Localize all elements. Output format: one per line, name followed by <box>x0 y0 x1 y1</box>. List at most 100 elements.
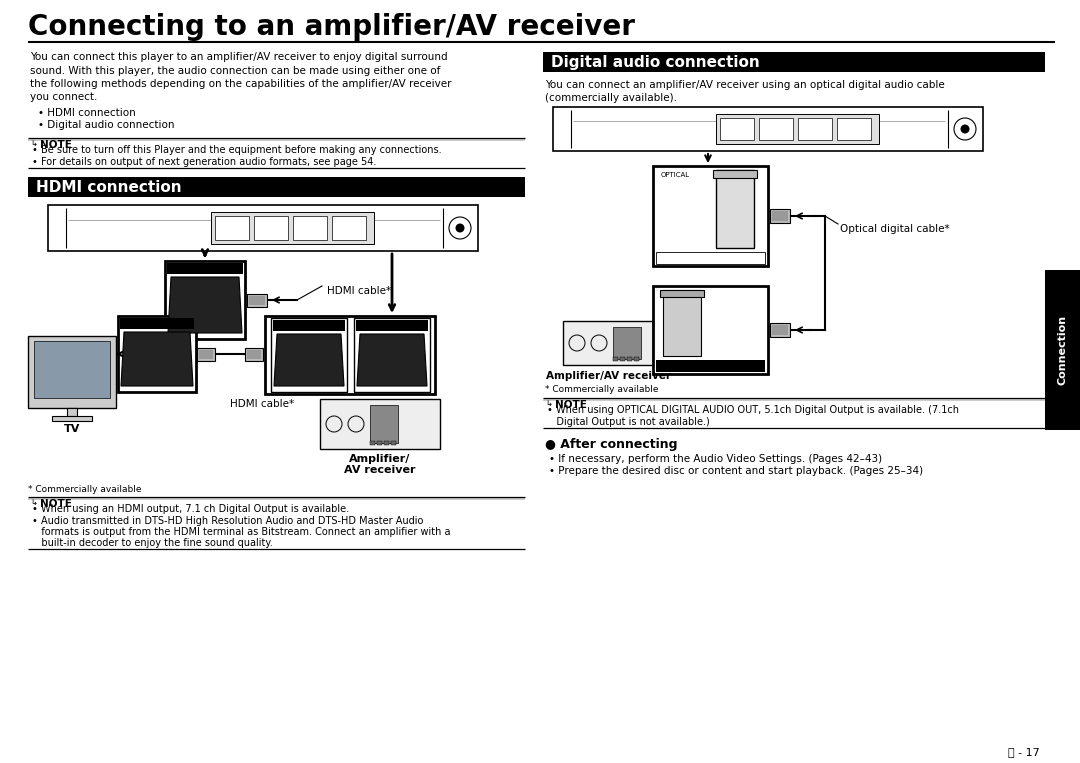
Bar <box>837 118 870 140</box>
Text: HDMI cable*: HDMI cable* <box>230 399 294 409</box>
Text: NOTE: NOTE <box>40 140 72 150</box>
Bar <box>28 177 525 197</box>
Bar <box>356 320 428 331</box>
Bar <box>713 170 757 178</box>
Polygon shape <box>168 277 242 333</box>
Text: AV receiver: AV receiver <box>345 465 416 475</box>
Text: TV: TV <box>64 424 80 434</box>
Bar <box>543 52 1045 72</box>
Bar <box>48 205 478 251</box>
Bar <box>165 261 245 339</box>
Text: Amplifier/AV receiver: Amplifier/AV receiver <box>545 371 671 381</box>
Text: DIGITAL AUDIO OUT: DIGITAL AUDIO OUT <box>678 253 741 258</box>
Text: ↳: ↳ <box>545 400 552 409</box>
Bar <box>293 216 327 240</box>
Bar <box>772 211 788 221</box>
Bar <box>28 336 116 408</box>
Text: * Commercially available: * Commercially available <box>545 385 659 394</box>
Text: the following methods depending on the capabilities of the amplifier/AV receiver: the following methods depending on the c… <box>30 79 451 89</box>
Text: • Audio transmitted in DTS-HD High Resolution Audio and DTS-HD Master Audio: • Audio transmitted in DTS-HD High Resol… <box>32 516 423 526</box>
Polygon shape <box>357 334 427 386</box>
Text: HDMI cable*: HDMI cable* <box>327 286 391 296</box>
Bar <box>211 212 374 244</box>
Text: (commercially available).: (commercially available). <box>545 93 677 103</box>
Text: sound. With this player, the audio connection can be made using either one of: sound. With this player, the audio conne… <box>30 66 441 76</box>
Text: ⓔ - 17: ⓔ - 17 <box>1009 747 1040 757</box>
Text: You can connect this player to an amplifier/AV receiver to enjoy digital surroun: You can connect this player to an amplif… <box>30 52 447 62</box>
Bar <box>620 357 625 361</box>
Text: OPTICAL: OPTICAL <box>661 172 690 178</box>
Bar <box>770 209 789 223</box>
Bar <box>118 316 195 392</box>
Bar <box>553 107 983 151</box>
Text: HDMI IN: HDMI IN <box>145 319 170 324</box>
Bar <box>320 399 440 449</box>
Text: HDMI IN: HDMI IN <box>379 321 405 326</box>
Text: Optical digital cable*: Optical digital cable* <box>840 224 949 234</box>
Bar <box>653 166 768 266</box>
Bar <box>254 216 288 240</box>
Bar <box>613 327 642 359</box>
Bar <box>120 318 194 329</box>
Bar <box>271 318 347 392</box>
Text: NOTE: NOTE <box>555 400 586 410</box>
Bar <box>1045 270 1080 430</box>
Text: ↳: ↳ <box>30 499 37 508</box>
Text: Connecting to an amplifier/AV receiver: Connecting to an amplifier/AV receiver <box>28 13 635 41</box>
Bar <box>656 252 765 264</box>
Text: • When using an HDMI output, 7.1 ch Digital Output is available.: • When using an HDMI output, 7.1 ch Digi… <box>32 504 349 514</box>
Bar <box>247 294 267 307</box>
Bar <box>656 360 765 372</box>
Circle shape <box>960 124 970 134</box>
Text: Digital audio connection: Digital audio connection <box>551 55 759 70</box>
Bar <box>247 350 261 359</box>
Bar <box>660 290 704 297</box>
Bar <box>563 321 653 365</box>
Bar <box>167 263 243 274</box>
Text: ↳: ↳ <box>30 140 37 149</box>
Bar <box>249 296 265 305</box>
Bar <box>759 118 793 140</box>
Bar <box>332 216 366 240</box>
Polygon shape <box>274 334 345 386</box>
Bar <box>199 350 213 359</box>
Text: HDMI connection: HDMI connection <box>36 180 181 195</box>
Polygon shape <box>121 332 193 386</box>
Bar <box>273 320 345 331</box>
Text: • Digital audio connection: • Digital audio connection <box>38 120 175 130</box>
Bar <box>716 114 879 144</box>
Bar <box>33 341 110 398</box>
Bar <box>772 325 788 335</box>
Text: HDMI OUT: HDMI OUT <box>293 321 325 326</box>
Text: • When using OPTICAL DIGITAL AUDIO OUT, 5.1ch Digital Output is available. (7.1c: • When using OPTICAL DIGITAL AUDIO OUT, … <box>546 405 959 415</box>
Text: • Prepare the desired disc or content and start playback. (Pages 25–34): • Prepare the desired disc or content an… <box>549 466 923 476</box>
Bar <box>354 318 430 392</box>
Bar <box>770 323 789 337</box>
Bar <box>377 441 382 445</box>
Bar <box>613 357 618 361</box>
Bar <box>663 290 701 356</box>
Bar <box>634 357 639 361</box>
Text: OPTICAL: OPTICAL <box>661 291 688 296</box>
Text: • For details on output of next generation audio formats, see page 54.: • For details on output of next generati… <box>32 157 376 167</box>
Bar <box>627 357 632 361</box>
Bar <box>391 441 396 445</box>
Text: you connect.: you connect. <box>30 92 97 102</box>
Text: DIGITAL AUDIO IN: DIGITAL AUDIO IN <box>683 361 738 366</box>
Bar <box>716 170 754 248</box>
Bar <box>720 118 754 140</box>
Text: Amplifier/: Amplifier/ <box>349 454 410 464</box>
Text: Connection: Connection <box>1057 315 1067 385</box>
Text: HDMI OUT: HDMI OUT <box>189 264 221 269</box>
Bar <box>384 441 389 445</box>
Text: • If necessary, perform the Audio Video Settings. (Pages 42–43): • If necessary, perform the Audio Video … <box>549 454 882 464</box>
Circle shape <box>456 224 464 233</box>
Text: You can connect an amplifier/AV receiver using an optical digital audio cable: You can connect an amplifier/AV receiver… <box>545 80 945 90</box>
Text: ● After connecting: ● After connecting <box>545 438 677 451</box>
Text: formats is output from the HDMI terminal as Bitstream. Connect an amplifier with: formats is output from the HDMI terminal… <box>32 527 450 537</box>
Text: * Commercially available: * Commercially available <box>28 485 141 494</box>
Bar <box>653 286 768 374</box>
Bar <box>197 348 215 361</box>
Bar <box>798 118 832 140</box>
Text: • HDMI connection: • HDMI connection <box>38 108 136 118</box>
